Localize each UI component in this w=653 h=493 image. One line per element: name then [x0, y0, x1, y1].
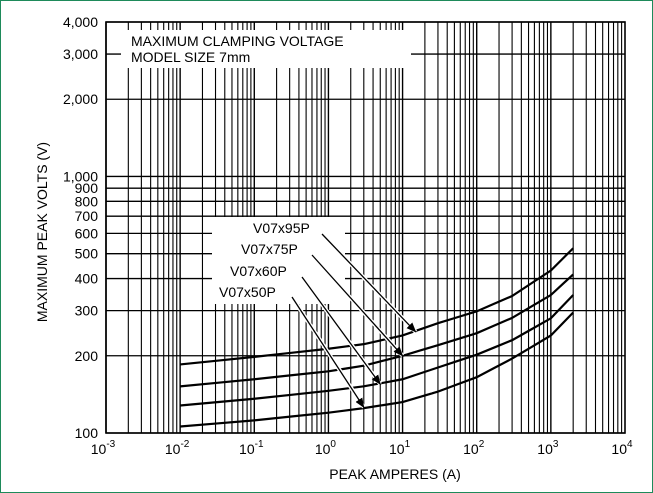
- series-pointer-arrow: [291, 296, 365, 409]
- y-tick-label: 300: [75, 303, 99, 319]
- x-tick-label: 100: [315, 439, 337, 457]
- y-tick-label: 500: [75, 246, 99, 262]
- series-label-box: [212, 217, 345, 304]
- x-tick-label: 10-1: [239, 439, 264, 457]
- y-tick-label: 200: [75, 348, 99, 364]
- chart-title: MAXIMUM CLAMPING VOLTAGE: [131, 33, 344, 49]
- y-tick-label: 600: [75, 225, 99, 241]
- y-tick-label: 2,000: [63, 91, 98, 107]
- series-line-v07x50p: [180, 311, 574, 428]
- series-label-v07x50p: V07x50P: [219, 284, 276, 300]
- series-label-v07x95p: V07x95P: [253, 220, 310, 236]
- title-box: [121, 30, 411, 68]
- y-tick-label: 1,000: [63, 168, 98, 184]
- x-tick-label: 10-2: [165, 439, 190, 457]
- y-tick-label: 900: [75, 180, 99, 196]
- series-line-v07x75p: [180, 273, 574, 388]
- series-lines: [180, 247, 575, 428]
- x-tick-label: 101: [389, 439, 411, 457]
- series-pointer-arrow: [321, 233, 417, 333]
- series-pointer-arrow: [311, 254, 404, 357]
- series-label-v07x75p: V07x75P: [241, 241, 298, 257]
- series-labels: V07x95P V07x75P V07x60P V07x50P: [219, 220, 418, 409]
- y-tick-label: 400: [75, 271, 99, 287]
- x-tick-label: 102: [463, 439, 485, 457]
- x-axis-title: PEAK AMPERES (A): [329, 466, 460, 482]
- series-pointer-arrow: [301, 276, 381, 385]
- y-tick-label: 3,000: [63, 46, 98, 62]
- x-tick-label: 103: [537, 439, 559, 457]
- y-axis-title: MAXIMUM PEAK VOLTS (V): [34, 142, 50, 322]
- x-tick-label: 104: [611, 439, 633, 457]
- y-tick-label: 700: [75, 208, 99, 224]
- y-tick-label: 100: [75, 425, 99, 441]
- plot-border: [105, 21, 626, 434]
- series-label-v07x60p: V07x60P: [230, 263, 287, 279]
- chart-subtitle: MODEL SIZE 7mm: [131, 49, 250, 65]
- series-line-v07x95p: [180, 247, 575, 366]
- x-tick-label: 10-3: [91, 439, 116, 457]
- axes: [105, 21, 626, 434]
- y-tick-label: 4,000: [63, 14, 98, 30]
- y-tick-label: 800: [75, 193, 99, 209]
- series-line-v07x60p: [180, 294, 575, 407]
- grid-lines: [105, 21, 625, 434]
